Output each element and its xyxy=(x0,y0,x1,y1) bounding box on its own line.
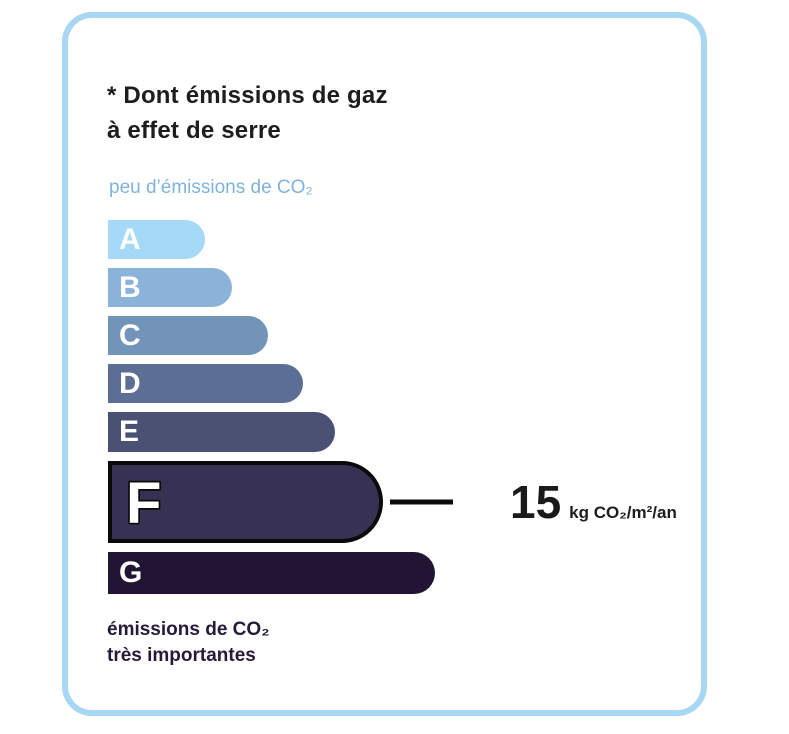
card-title-line1: * Dont émissions de gaz xyxy=(107,82,388,109)
high-emissions-label-line2: très importantes xyxy=(107,645,256,666)
emission-bar-E: E xyxy=(108,412,335,452)
emission-bar-row-D: D xyxy=(108,364,668,403)
card-title-line2: à effet de serre xyxy=(107,117,281,144)
emission-bar-G: G xyxy=(108,552,435,594)
grade-letter-D: D xyxy=(119,366,141,400)
emission-bar-C: C xyxy=(108,316,268,355)
grade-letter-C: C xyxy=(119,318,141,352)
high-emissions-label-line1: émissions de CO₂ xyxy=(107,619,270,640)
high-emissions-label: émissions de CO₂ très importantes xyxy=(107,617,270,669)
emission-bar-A: A xyxy=(108,220,205,259)
grade-letter-B: B xyxy=(119,270,141,304)
emission-bar-row-C: C xyxy=(108,316,668,355)
grade-letter-G: G xyxy=(119,556,143,589)
emission-bar-row-G: G xyxy=(108,552,668,594)
low-emissions-label: peu d’émissions de CO₂ xyxy=(109,177,313,198)
emission-bar-row-A: A xyxy=(108,220,668,259)
emission-bar-F: F xyxy=(108,461,383,543)
grade-letter-A: A xyxy=(119,222,141,256)
emissions-scale: A B C D E F 15 kg CO₂/m²/an G xyxy=(108,220,677,603)
emission-value: 15 xyxy=(510,476,562,528)
emission-bar-B: B xyxy=(108,268,232,307)
grade-letter-F: F xyxy=(124,470,163,534)
emission-bar-row-F: F 15 kg CO₂/m²/an xyxy=(108,461,677,543)
ges-emissions-card: * Dont émissions de gaz à effet de serre … xyxy=(62,12,707,716)
emission-bar-row-E: E xyxy=(108,412,668,452)
card-title: * Dont émissions de gaz à effet de serre xyxy=(107,78,388,148)
value-connector-line xyxy=(390,499,453,505)
svg-text:F: F xyxy=(126,471,161,534)
emission-unit: kg CO₂/m²/an xyxy=(569,503,677,522)
emission-rating: 15 kg CO₂/m²/an xyxy=(510,479,677,525)
grade-letter-E: E xyxy=(119,415,140,448)
emission-bar-row-B: B xyxy=(108,268,668,307)
emission-bar-D: D xyxy=(108,364,303,403)
